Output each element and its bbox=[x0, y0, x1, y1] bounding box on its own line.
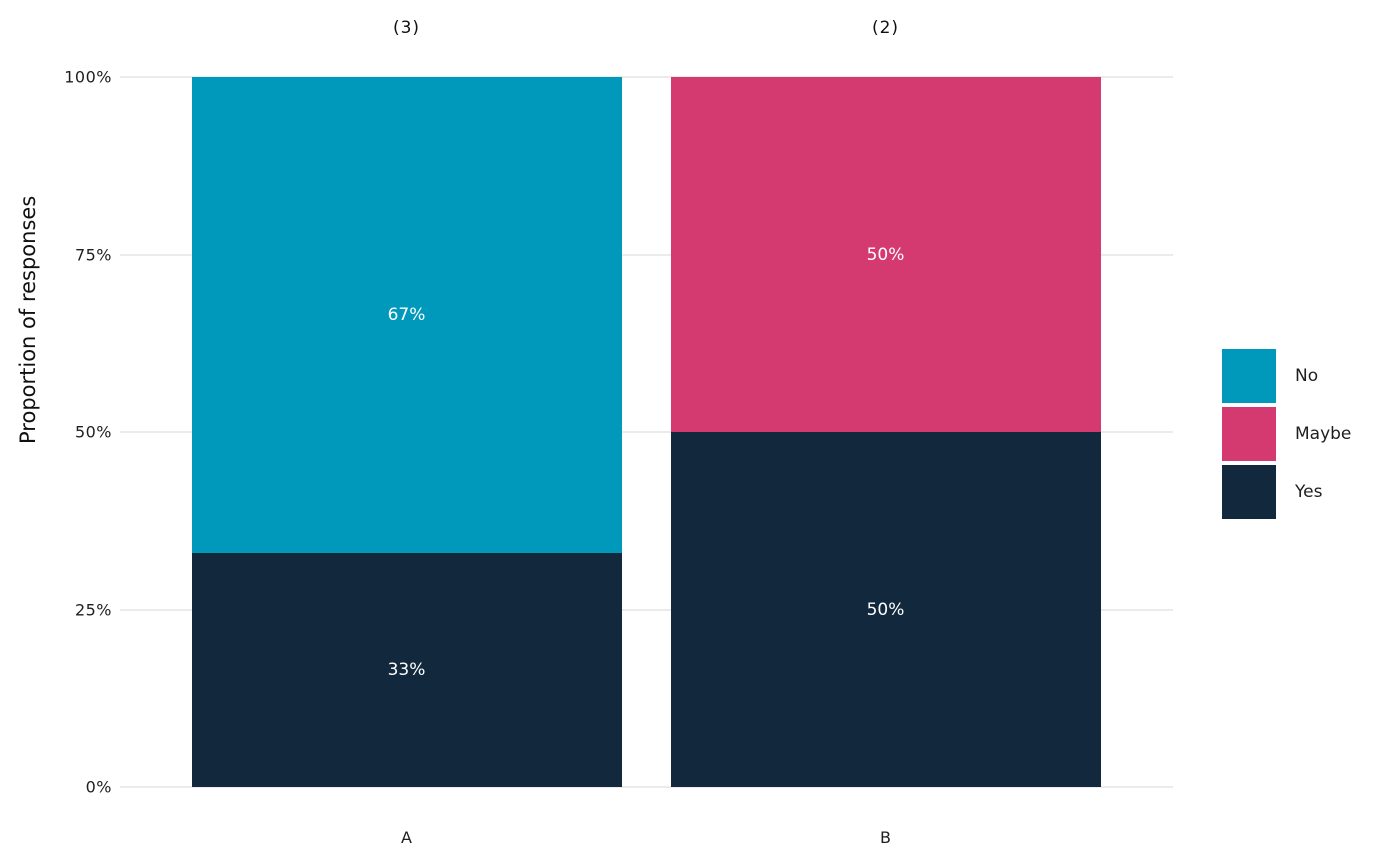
y-tick-label: 25% bbox=[74, 600, 112, 619]
segment-B-Yes: 50% bbox=[670, 432, 1101, 787]
y-tick-label: 100% bbox=[64, 67, 112, 87]
legend-swatch-yes bbox=[1222, 465, 1276, 519]
segment-value-label: 50% bbox=[866, 244, 905, 265]
x-tick-label-A: A bbox=[401, 828, 412, 847]
legend-label: Yes bbox=[1295, 482, 1323, 502]
legend-label: No bbox=[1295, 366, 1319, 386]
legend-label: Maybe bbox=[1295, 424, 1352, 444]
gridline-25% bbox=[120, 608, 1173, 611]
segment-A-No: 67% bbox=[191, 77, 622, 553]
gridline-0% bbox=[120, 786, 1173, 788]
y-tick-label: 50% bbox=[74, 422, 112, 442]
gridline-100% bbox=[120, 76, 1173, 78]
segment-value-label: 50% bbox=[866, 599, 905, 620]
legend-swatch-no bbox=[1222, 349, 1276, 403]
segment-B-Maybe: 50% bbox=[670, 77, 1101, 432]
segment-value-label: 67% bbox=[387, 304, 426, 325]
gridline-75% bbox=[120, 253, 1173, 256]
bar-B: 50% 50% bbox=[670, 77, 1101, 787]
y-tick-label: 0% bbox=[85, 777, 112, 797]
legend-swatch-maybe bbox=[1222, 407, 1276, 461]
bar-A: 33% 67% bbox=[191, 77, 622, 787]
segment-A-Yes: 33% bbox=[191, 552, 622, 787]
plot-panel: 33% 67% 50% 50% bbox=[120, 76, 1173, 788]
segment-value-label: 33% bbox=[387, 659, 426, 680]
x-tick-label-B: B bbox=[880, 828, 891, 847]
count-label-A: (3) bbox=[392, 18, 421, 38]
gridline-50% bbox=[120, 431, 1173, 433]
y-tick-label: 75% bbox=[74, 245, 112, 264]
count-label-B: (2) bbox=[871, 18, 900, 38]
